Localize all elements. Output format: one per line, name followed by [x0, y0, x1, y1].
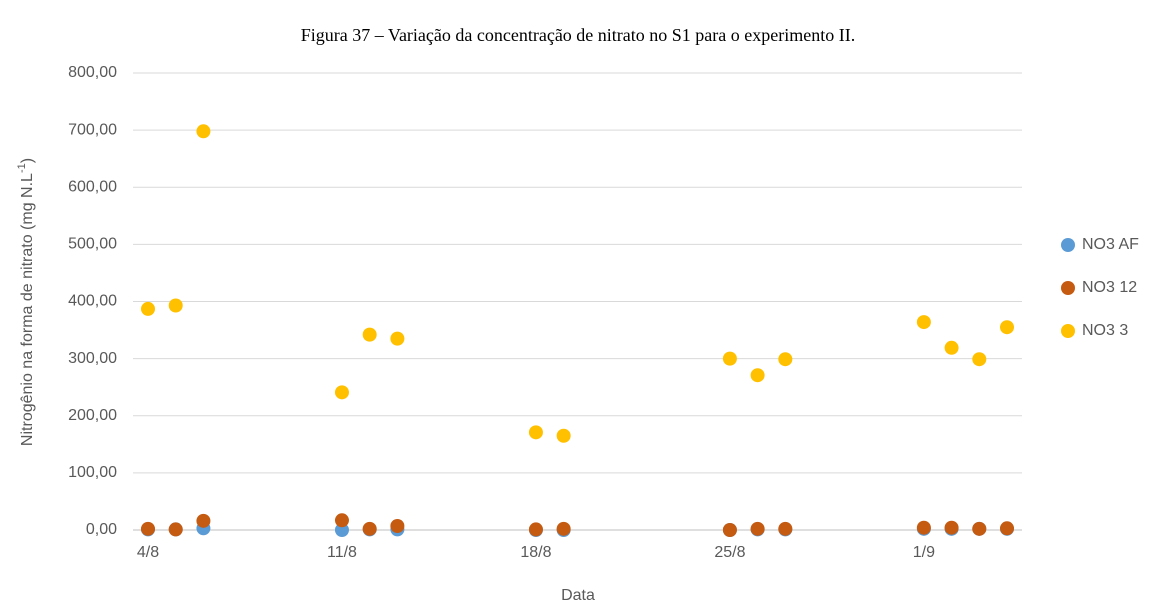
y-tick-label: 600,00 [68, 178, 117, 195]
y-axis-label-end: ) [19, 158, 36, 163]
point [196, 124, 211, 139]
point [916, 520, 931, 535]
point [972, 352, 987, 367]
y-tick-label: 0,00 [86, 521, 117, 538]
point [556, 428, 571, 443]
point [722, 351, 737, 366]
point [196, 513, 211, 528]
legend-label: NO3 3 [1082, 322, 1128, 339]
point [334, 523, 349, 537]
chart-title: Figura 37 – Variação da concentração de … [301, 25, 855, 45]
x-tick-label: 25/8 [714, 544, 745, 561]
legend-label: NO3 AF [1082, 236, 1139, 253]
x-tick-label: 1/9 [913, 544, 935, 561]
point [528, 522, 543, 537]
y-tick-label: 400,00 [68, 293, 117, 310]
y-axis-label-sup: -1 [16, 163, 28, 173]
point [778, 352, 793, 367]
point [168, 298, 183, 313]
point [390, 331, 405, 346]
point [944, 520, 959, 535]
x-tick-label: 18/8 [520, 544, 551, 561]
point [141, 301, 155, 316]
y-tick-label: 300,00 [68, 350, 117, 367]
point [1000, 320, 1014, 335]
y-tick-label: 700,00 [68, 121, 117, 138]
legend-marker [1061, 281, 1075, 295]
point [916, 315, 931, 330]
point [556, 521, 571, 536]
point [362, 327, 377, 342]
legend-marker [1061, 324, 1075, 338]
y-tick-label: 100,00 [68, 464, 117, 481]
point [750, 521, 765, 536]
y-axis-label: Nitrogênio na forma de nitrato (mg N.L-1… [16, 158, 36, 446]
y-tick-label: 200,00 [68, 407, 117, 424]
point [168, 522, 183, 537]
y-tick-label: 800,00 [68, 64, 117, 81]
x-tick-label: 4/8 [137, 544, 159, 561]
point [390, 519, 405, 534]
x-axis-label: Data [561, 587, 595, 604]
point [362, 521, 377, 536]
point [750, 368, 765, 383]
point [972, 521, 987, 536]
point [778, 521, 793, 536]
point [722, 523, 737, 537]
point [141, 521, 155, 536]
point [528, 425, 543, 440]
point [334, 385, 349, 400]
legend-label: NO3 12 [1082, 279, 1137, 296]
y-axis-label-text: Nitrogênio na forma de nitrato (mg N.L [19, 173, 36, 446]
point [1000, 521, 1014, 536]
point [944, 340, 959, 355]
y-tick-label: 500,00 [68, 236, 117, 253]
legend-marker [1061, 238, 1075, 252]
point [334, 513, 349, 528]
x-tick-label: 11/8 [327, 544, 357, 561]
